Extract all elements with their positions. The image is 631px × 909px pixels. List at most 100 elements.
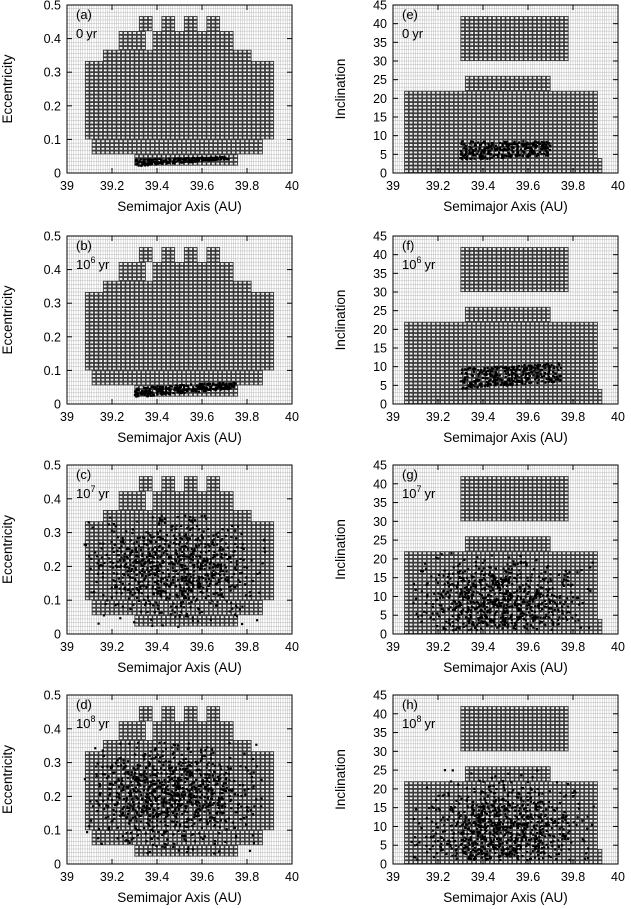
panel-label: (a) bbox=[76, 7, 92, 22]
data-point bbox=[195, 385, 197, 387]
x-tick-label: 40 bbox=[285, 179, 299, 193]
stable-region bbox=[85, 248, 273, 397]
data-point bbox=[226, 158, 228, 160]
data-point bbox=[204, 158, 206, 160]
data-point bbox=[220, 388, 222, 390]
data-point bbox=[144, 159, 146, 161]
data-point bbox=[183, 385, 185, 387]
data-point bbox=[156, 163, 158, 165]
data-point bbox=[218, 385, 220, 387]
data-point bbox=[157, 385, 159, 387]
x-tick-label: 39 bbox=[60, 410, 74, 424]
data-point bbox=[188, 161, 190, 163]
data-point bbox=[194, 160, 196, 162]
data-point bbox=[207, 158, 209, 160]
x-tick-label: 40 bbox=[285, 410, 299, 424]
data-point bbox=[190, 158, 192, 160]
data-point bbox=[198, 159, 200, 161]
data-point bbox=[146, 387, 148, 389]
data-point bbox=[140, 392, 142, 394]
data-point bbox=[209, 386, 211, 388]
data-point bbox=[175, 161, 177, 163]
data-point bbox=[152, 159, 154, 161]
data-point bbox=[172, 392, 174, 394]
data-point bbox=[161, 389, 163, 391]
x-tick-label: 39.4 bbox=[145, 410, 169, 424]
data-point bbox=[171, 385, 173, 387]
data-point bbox=[155, 389, 157, 391]
data-point bbox=[151, 385, 153, 387]
data-point bbox=[220, 158, 222, 160]
data-point bbox=[153, 387, 155, 389]
chart-panel: 39 39.2 39.4 39.6 39.8 4000.10.20.30.40.5Semi… bbox=[0, 230, 299, 446]
data-point bbox=[156, 158, 158, 160]
data-point bbox=[165, 391, 167, 393]
data-point bbox=[215, 383, 217, 385]
x-tick-label: 39.8 bbox=[235, 410, 259, 424]
data-point bbox=[168, 389, 170, 391]
data-point bbox=[215, 156, 217, 158]
data-point bbox=[209, 389, 211, 391]
y-tick-label: 0.3 bbox=[44, 66, 61, 80]
data-point bbox=[212, 383, 214, 385]
chart-panel: 39 39.2 39.4 39.6 39.8 4000.10.20.30.40.5Semi… bbox=[0, 0, 299, 214]
y-axis-label: Eccentricity bbox=[0, 54, 15, 123]
data-point bbox=[231, 386, 233, 388]
data-point bbox=[144, 394, 146, 396]
data-point bbox=[196, 157, 198, 159]
y-tick-label: 0.4 bbox=[44, 32, 61, 46]
data-point bbox=[212, 157, 214, 159]
data-point bbox=[232, 382, 234, 384]
x-axis-label: Semimajor Axis (AU) bbox=[117, 199, 242, 214]
data-point bbox=[203, 386, 205, 388]
data-point bbox=[160, 162, 162, 164]
data-point bbox=[211, 159, 213, 161]
data-point bbox=[190, 383, 192, 385]
x-tick-label: 39.6 bbox=[190, 410, 214, 424]
panel-label: (b) bbox=[76, 238, 92, 253]
data-point bbox=[144, 163, 146, 165]
x-tick-label: 39.8 bbox=[235, 179, 259, 193]
data-point bbox=[158, 388, 160, 390]
data-point bbox=[201, 157, 203, 159]
data-point bbox=[235, 382, 237, 384]
data-point bbox=[169, 392, 171, 394]
y-tick-label: 0.1 bbox=[44, 133, 61, 147]
y-tick-label: 0 bbox=[54, 167, 61, 181]
data-point bbox=[208, 383, 210, 385]
data-point bbox=[135, 393, 137, 395]
time-exponent: 6 bbox=[90, 255, 95, 265]
data-point bbox=[149, 391, 151, 393]
data-point bbox=[183, 158, 185, 160]
y-tick-label: 0.3 bbox=[44, 297, 61, 311]
x-tick-label: 39.4 bbox=[145, 179, 169, 193]
data-point bbox=[139, 160, 141, 162]
data-point bbox=[188, 388, 190, 390]
data-point bbox=[222, 383, 224, 385]
data-point bbox=[221, 156, 223, 158]
y-tick-label: 0.1 bbox=[44, 364, 61, 378]
data-point bbox=[186, 157, 188, 159]
data-point bbox=[186, 385, 188, 387]
data-point bbox=[215, 159, 217, 161]
particle-points bbox=[134, 382, 237, 398]
data-point bbox=[175, 158, 177, 160]
data-point bbox=[146, 395, 148, 397]
data-point bbox=[176, 385, 178, 387]
data-point bbox=[225, 384, 227, 386]
data-point bbox=[201, 388, 203, 390]
y-tick-label: 0.2 bbox=[44, 330, 61, 344]
data-point bbox=[168, 158, 170, 160]
data-point bbox=[154, 158, 156, 160]
data-point bbox=[156, 393, 158, 395]
time-base: 10 bbox=[76, 257, 90, 272]
y-tick-label: 0.5 bbox=[44, 0, 61, 13]
data-point bbox=[198, 391, 200, 393]
data-point bbox=[140, 158, 142, 160]
data-point bbox=[209, 157, 211, 159]
data-point bbox=[135, 159, 137, 161]
data-point bbox=[183, 392, 185, 394]
data-point bbox=[174, 387, 176, 389]
stable-region bbox=[85, 17, 273, 166]
x-axis-label: Semimajor Axis (AU) bbox=[117, 430, 242, 445]
